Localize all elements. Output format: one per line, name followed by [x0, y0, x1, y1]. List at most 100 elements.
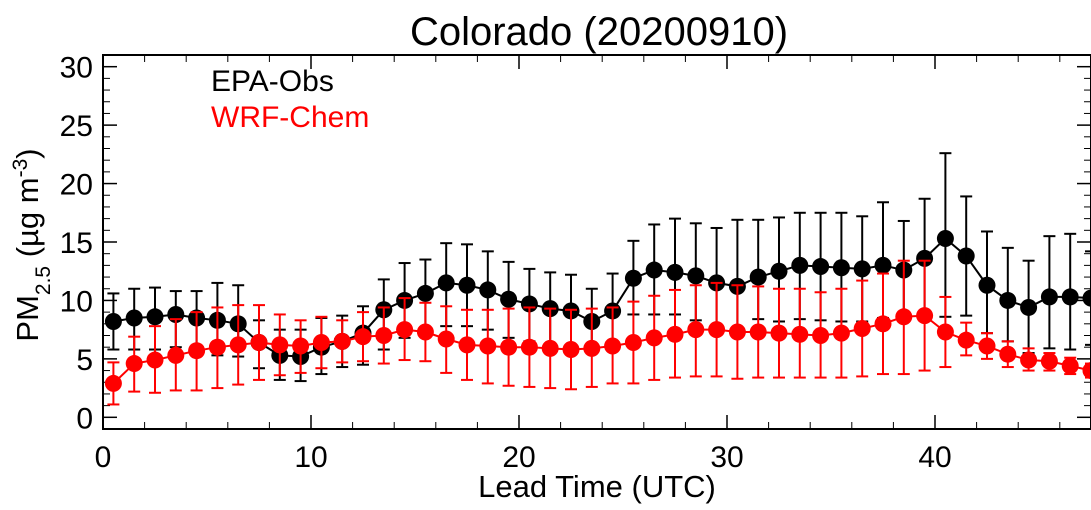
- data-point: [437, 330, 455, 348]
- plot-area: [104, 152, 1091, 406]
- y-tick-label: 30: [60, 52, 93, 85]
- data-point: [812, 327, 830, 344]
- data-point: [895, 308, 913, 326]
- data-point: [1082, 362, 1091, 380]
- data-point: [520, 338, 538, 356]
- data-point: [1020, 298, 1038, 316]
- data-point: [666, 263, 684, 281]
- data-point: [957, 331, 975, 349]
- data-point: [770, 262, 788, 280]
- data-point: [271, 336, 289, 354]
- data-point: [458, 336, 476, 354]
- data-point: [832, 324, 850, 342]
- x-tick-labels: 0 10 20 30 40: [95, 441, 952, 474]
- data-point: [874, 256, 892, 274]
- data-point: [916, 249, 934, 267]
- data-point: [1061, 357, 1079, 375]
- data-point: [1040, 288, 1058, 306]
- data-point: [999, 345, 1017, 363]
- data-point: [479, 281, 497, 299]
- y-tick-label: 10: [60, 285, 93, 318]
- data-point: [458, 276, 476, 294]
- data-point: [312, 334, 330, 352]
- data-point: [104, 374, 122, 392]
- x-tick-label: 40: [918, 441, 951, 474]
- data-point: [250, 334, 268, 352]
- data-point: [728, 323, 746, 341]
- data-point: [791, 256, 809, 274]
- data-point: [999, 291, 1017, 309]
- y-axis-label: PM2.5 (µg m-3): [9, 148, 55, 341]
- x-tick-label: 10: [294, 441, 327, 474]
- data-point: [583, 339, 601, 357]
- data-point: [687, 321, 705, 339]
- data-point: [687, 267, 705, 285]
- data-point: [1082, 289, 1091, 307]
- legend-entry: WRF-Chem: [211, 101, 369, 134]
- plot-frame: [102, 54, 1091, 430]
- data-point: [666, 325, 684, 343]
- y-tick-label: 0: [76, 402, 93, 435]
- data-point: [978, 276, 996, 294]
- data-point: [500, 290, 518, 308]
- data-point: [853, 319, 871, 337]
- data-point: [375, 327, 393, 344]
- data-point: [1040, 352, 1058, 370]
- data-point: [749, 323, 767, 341]
- y-tick-label: 5: [76, 344, 93, 377]
- data-point: [957, 247, 975, 265]
- x-tick-label: 0: [95, 441, 112, 474]
- plot-clip-group: [104, 152, 1091, 406]
- data-point: [396, 321, 414, 339]
- chart-title: Colorado (20200910): [410, 10, 788, 54]
- data-point: [104, 312, 122, 330]
- data-point: [333, 332, 351, 350]
- data-point: [188, 342, 206, 360]
- data-point: [936, 323, 954, 341]
- data-point: [812, 258, 830, 276]
- data-point: [416, 284, 434, 302]
- data-point: [853, 260, 871, 278]
- legend-entry: EPA-Obs: [211, 65, 334, 98]
- data-point: [708, 321, 726, 339]
- data-point: [1061, 288, 1079, 306]
- data-point: [437, 274, 455, 292]
- data-point: [624, 334, 642, 352]
- data-point: [770, 324, 788, 342]
- data-point: [292, 337, 310, 355]
- y-tick-label: 15: [60, 227, 93, 260]
- data-point: [645, 261, 663, 279]
- data-point: [229, 336, 247, 354]
- data-point: [978, 337, 996, 355]
- data-point: [208, 338, 226, 356]
- data-point: [416, 323, 434, 341]
- data-point: [604, 337, 622, 355]
- x-axis-label: Lead Time (UTC): [478, 469, 716, 504]
- data-point: [146, 308, 164, 326]
- data-point: [624, 269, 642, 287]
- data-point: [125, 355, 143, 373]
- y-tick-label: 25: [60, 110, 93, 143]
- y-tick-labels: 0 5 10 15 20 25 30: [60, 52, 93, 436]
- data-point: [167, 346, 185, 364]
- data-point: [354, 328, 372, 346]
- data-point: [479, 337, 497, 355]
- data-point: [125, 309, 143, 327]
- data-point: [1020, 351, 1038, 369]
- data-point: [500, 338, 518, 356]
- data-point: [874, 315, 892, 333]
- data-point: [832, 259, 850, 277]
- data-point: [916, 307, 934, 325]
- x-tick-label: 30: [710, 441, 743, 474]
- series-wrf-chem: [104, 259, 1091, 406]
- data-point: [749, 268, 767, 286]
- data-point: [562, 341, 580, 359]
- y-tick-label: 20: [60, 169, 93, 202]
- data-point: [146, 351, 164, 369]
- data-point: [541, 339, 559, 357]
- x-tick-label: 20: [502, 441, 535, 474]
- data-point: [645, 329, 663, 347]
- data-point: [936, 229, 954, 247]
